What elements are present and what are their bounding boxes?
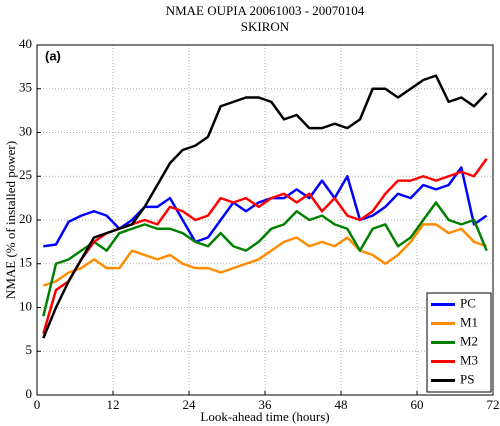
- x-tick-label: 0: [34, 397, 41, 412]
- data-line: [42, 74, 488, 339]
- y-tick-label: 25: [19, 167, 32, 182]
- data-line: [42, 223, 488, 287]
- annotation: (a): [45, 48, 61, 63]
- legend-label: PS: [460, 371, 474, 386]
- data-line: [42, 201, 488, 317]
- y-tick-label: 40: [19, 36, 32, 51]
- legend-label: M2: [460, 333, 478, 348]
- legend: PC M1 M2 M3 PS: [426, 292, 492, 393]
- legend-label: M1: [460, 314, 478, 329]
- y-tick-label: 5: [26, 342, 33, 357]
- y-tick-label: 10: [19, 298, 32, 313]
- x-tick-label: 12: [107, 397, 120, 412]
- y-tick-label: 35: [19, 80, 32, 95]
- x-tick-label: 48: [335, 397, 348, 412]
- chart-title: NMAE OUPIA 20061003 - 20070104: [166, 3, 365, 18]
- y-tick-label: 0: [26, 386, 33, 401]
- y-tick-label: 30: [19, 123, 32, 138]
- x-tick-label: 72: [487, 397, 500, 412]
- y-axis-label: NMAE (% of installed power): [3, 141, 18, 299]
- plot-frame: [36, 44, 494, 396]
- legend-box: [426, 292, 492, 393]
- x-tick-label: 60: [411, 397, 424, 412]
- x-tick-label: 24: [183, 397, 197, 412]
- data-line: [43, 166, 488, 248]
- legend-label: PC: [460, 295, 476, 310]
- legend-label: M3: [460, 352, 478, 367]
- x-tick-label: 36: [259, 397, 273, 412]
- x-axis-label: Look-ahead time (hours): [200, 409, 329, 424]
- chart-subtitle: SKIRON: [241, 19, 290, 34]
- y-tick-label: 15: [19, 255, 32, 270]
- y-tick-label: 20: [19, 211, 32, 226]
